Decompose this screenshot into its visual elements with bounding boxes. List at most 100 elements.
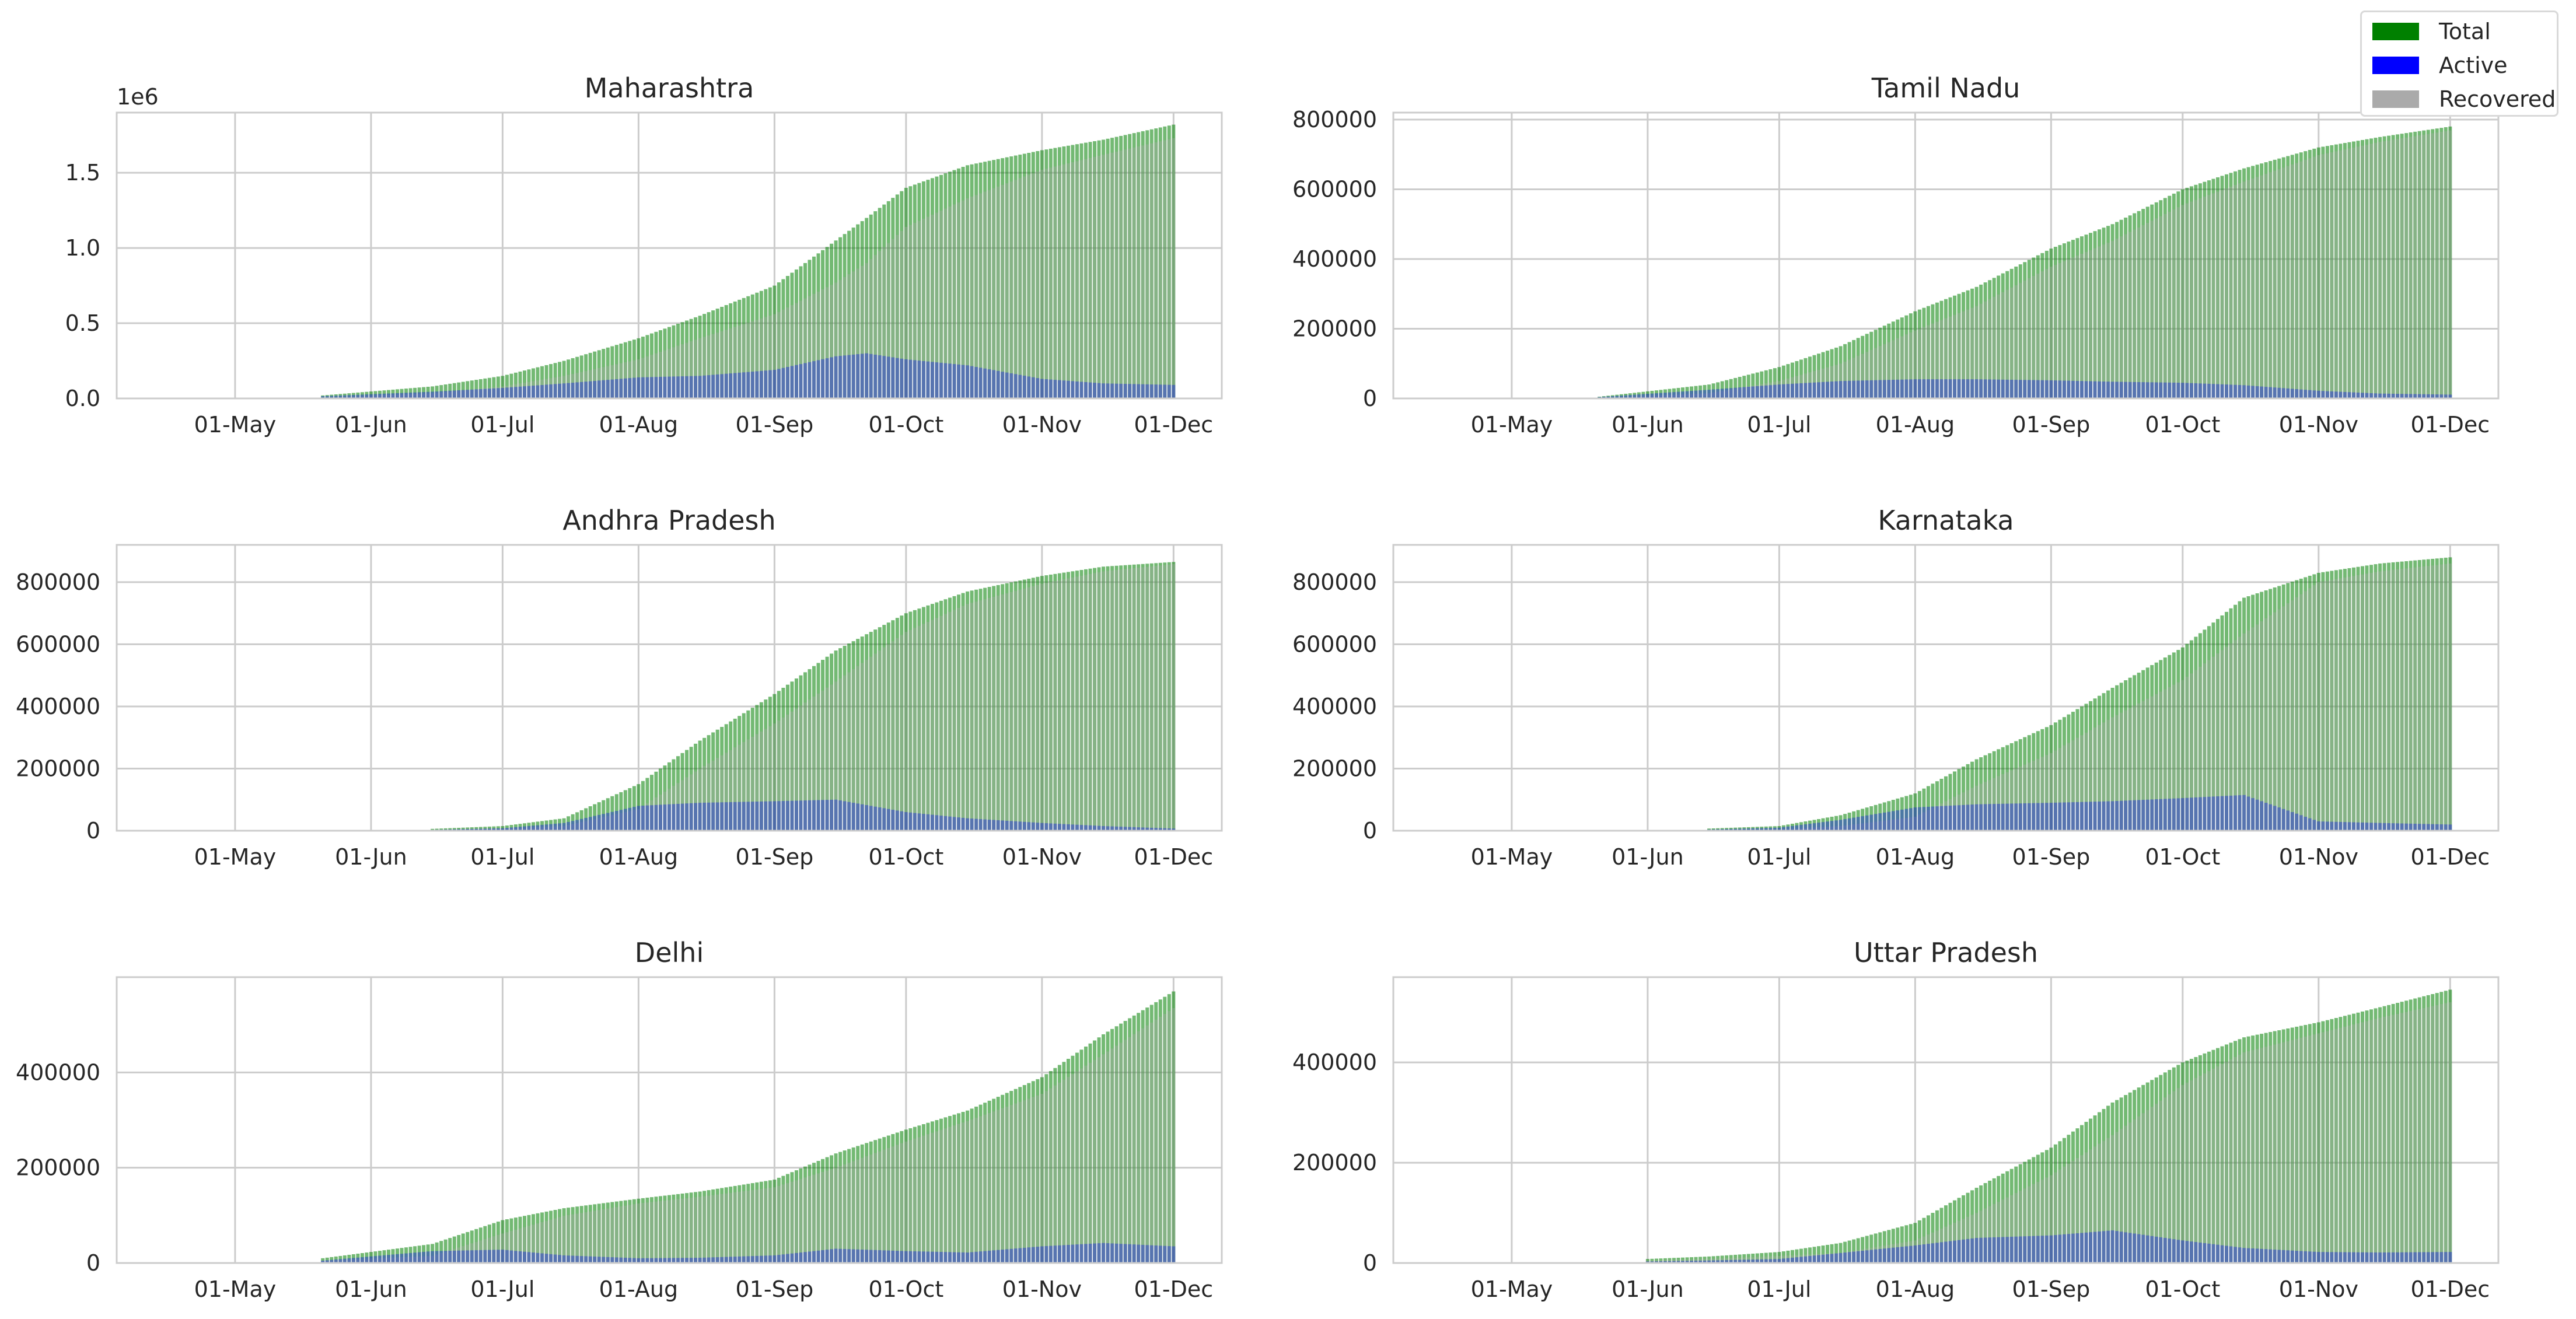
bar-total [321,1258,325,1263]
bar-active [2133,1233,2137,1263]
bar-total [1013,155,1018,398]
bar-total [369,1252,373,1263]
bar-total [900,191,904,398]
x-tick-label: 01-Dec [1134,1276,1214,1302]
bar-total [808,260,812,398]
bar-total [2339,1017,2343,1263]
bar-total [1781,825,1785,831]
bar-recovered [2215,1066,2220,1263]
bar-total [1729,1255,1733,1263]
bar-recovered [351,1259,355,1263]
bar-active [1141,384,1145,398]
bar-total [1114,1026,1119,1263]
bar-total [1838,1243,1843,1263]
bar-active [1093,825,1097,831]
bar-total [2229,173,2233,398]
bar-total [483,827,487,831]
bar-total [2378,1007,2382,1263]
bar-total [1158,127,1162,398]
bar-active [391,1254,395,1263]
bar-active [680,803,684,831]
bar-recovered [2299,1037,2303,1263]
bar-total [698,316,702,398]
bar-total [2036,1154,2040,1263]
bar-active [1633,394,1637,398]
bar-recovered [2426,134,2430,399]
bar-total [2154,202,2158,398]
bar-total [1878,1232,1882,1263]
bar-total [2382,563,2386,831]
bar-total [1742,376,1746,398]
bar-recovered [2273,612,2277,831]
bar-recovered [1988,779,1992,831]
bar-active [2325,391,2329,398]
bar-total [623,342,627,398]
bar-recovered [1983,1208,1987,1263]
bar-recovered [1874,348,1878,398]
x-tick-label: 01-Jun [1612,1276,1684,1302]
bar-active [1102,383,1106,398]
bar-active [2133,800,2137,831]
bar-active [386,393,390,398]
bar-total [505,825,509,831]
bar-active [1084,382,1088,398]
bar-recovered [2102,244,2106,398]
bar-recovered [474,1241,478,1263]
bar-active [921,1251,925,1263]
bar-total [2251,594,2255,831]
bar-total [579,355,583,398]
bar-recovered [509,828,513,831]
bar-recovered [1843,825,1847,831]
bar-active [1075,824,1079,831]
bar-total [781,688,785,831]
bar-total [2308,1024,2312,1263]
bar-recovered [996,595,1000,831]
bar-recovered [2277,169,2281,398]
bar-recovered [715,333,719,398]
bar-recovered [768,316,772,398]
bar-active [2251,1248,2255,1263]
bar-total [2075,238,2079,398]
bar-active [856,1249,860,1263]
bar-total [715,1188,719,1263]
bar-recovered [1799,1255,1803,1263]
bar-recovered [452,1248,456,1263]
bar-recovered [1057,165,1061,398]
bar-recovered [649,355,653,398]
bar-active [2308,390,2312,398]
bar-total [2194,184,2198,398]
bar-total [1141,131,1145,398]
bar-total [351,393,355,398]
bar-recovered [1852,1251,1856,1263]
bar-active [2234,384,2238,398]
bar-recovered [1957,794,1961,831]
bar-recovered [891,641,895,831]
bar-active [886,809,890,831]
bar-active [834,799,838,831]
bar-total [1654,390,1658,398]
bar-total [2207,626,2211,831]
bar-recovered [2404,137,2409,399]
bar-active [1149,1245,1154,1263]
bar-total [579,1206,583,1263]
bar-total [1931,1213,1935,1263]
bar-recovered [663,350,667,398]
bar-active [400,393,404,398]
bar-recovered [1158,565,1162,831]
bar-active [689,376,693,398]
bar-recovered [935,212,939,398]
bar-active [351,1258,355,1263]
bar-recovered [711,1195,715,1263]
bar-recovered [1075,576,1079,831]
bar-total [1997,749,2001,831]
bar-active [2365,823,2369,831]
bar-total [908,186,913,398]
bar-active [1983,804,1987,831]
bar-active [527,1252,531,1263]
bar-total [860,221,864,398]
bar-active [2198,383,2202,398]
bar-recovered [1826,827,1830,831]
chart-title: Tamil Nadu [1871,72,2021,104]
bar-total [935,1120,939,1263]
bar-active [755,1255,759,1263]
